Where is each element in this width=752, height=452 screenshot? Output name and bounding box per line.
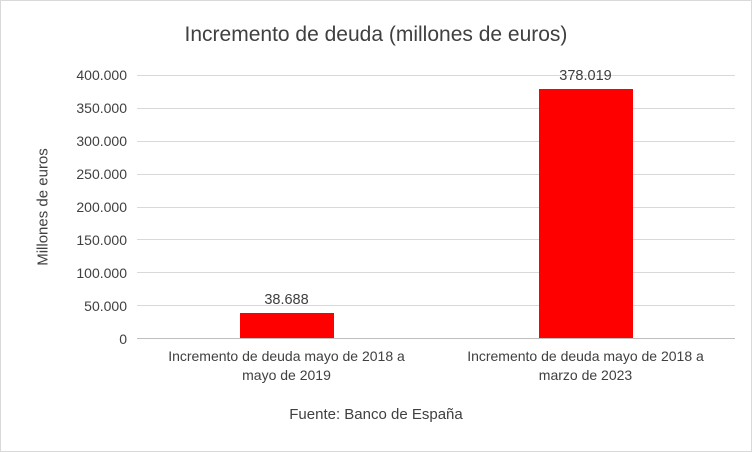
plot-area: 38.688 378.019 [137,68,735,339]
chart-source: Fuente: Banco de España [289,406,463,423]
gridline [137,206,735,208]
bar-value-label: 38.688 [264,291,309,308]
y-tick-label: 0 [119,331,127,347]
y-tick-label: 300.000 [76,133,127,149]
gridline [137,107,735,109]
y-tick-label: 50.000 [84,298,127,314]
y-tick-label: 350.000 [76,100,127,116]
y-tick-label: 150.000 [76,232,127,248]
gridline [137,272,735,274]
y-tick-label: 250.000 [76,166,127,182]
x-category-label: Incremento de deuda mayo de 2018 a marzo… [467,348,704,383]
x-axis-labels: Incremento de deuda mayo de 2018 a mayo … [137,347,735,385]
y-tick-label: 400.000 [76,67,127,83]
bar-1 [239,312,334,338]
bar-value-label: 378.019 [559,68,612,85]
gridline [137,239,735,241]
bar-2 [538,89,633,338]
chart-title: Incremento de deuda (millones de euros) [184,23,568,46]
y-axis-ticks: 0 50.000 100.000 150.000 200.000 250.000 300.0… [1,67,127,347]
x-category-label: Incremento de deuda mayo de 2018 a mayo … [168,348,405,383]
y-tick-label: 200.000 [76,199,127,215]
gridline [137,173,735,175]
y-tick-label: 100.000 [76,265,127,281]
gridline [137,75,735,76]
gridline [137,305,735,307]
gridline [137,140,735,142]
